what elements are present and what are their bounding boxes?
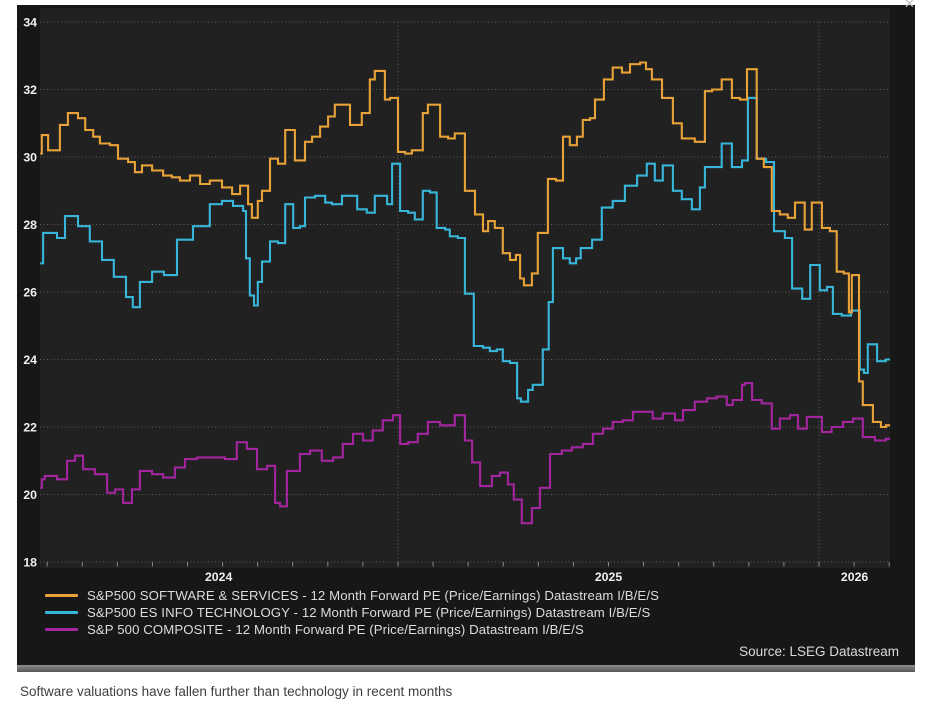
legend-swatch-composite xyxy=(45,628,78,631)
close-icon[interactable]: ✕ xyxy=(904,0,915,11)
y-tick-label: 26 xyxy=(23,285,37,299)
legend-item: S&P 500 COMPOSITE - 12 Month Forward PE … xyxy=(45,621,659,638)
legend-label: S&P500 ES INFO TECHNOLOGY - 12 Month For… xyxy=(87,605,651,620)
y-tick-label: 22 xyxy=(23,420,37,434)
x-tick-label: 2026 xyxy=(841,570,869,584)
legend-label: S&P500 SOFTWARE & SERVICES - 12 Month Fo… xyxy=(87,588,659,603)
legend-swatch-info-technology xyxy=(45,611,78,614)
x-tick-label: 2025 xyxy=(595,570,623,584)
legend-item: S&P500 SOFTWARE & SERVICES - 12 Month Fo… xyxy=(45,587,659,604)
y-tick-label: 34 xyxy=(23,15,37,29)
x-tick-label: 2024 xyxy=(205,570,233,584)
legend-label: S&P 500 COMPOSITE - 12 Month Forward PE … xyxy=(87,622,584,637)
y-tick-label: 20 xyxy=(23,488,37,502)
chart-container: 18 20 22 24 26 28 30 32 34 2024 2025 2026 S&P500 SO… xyxy=(17,5,915,672)
source-label: Source: LSEG Datastream xyxy=(739,644,899,659)
legend-item: S&P500 ES INFO TECHNOLOGY - 12 Month For… xyxy=(45,604,659,621)
y-tick-label: 18 xyxy=(23,555,37,569)
series-line-software xyxy=(40,61,891,429)
chart-caption: Software valuations have fallen further … xyxy=(20,684,453,699)
y-tick-label: 32 xyxy=(23,83,37,97)
series-line-composite xyxy=(40,382,891,525)
chart-legend: S&P500 SOFTWARE & SERVICES - 12 Month Fo… xyxy=(45,587,659,638)
y-tick-label: 30 xyxy=(23,150,37,164)
y-tick-label: 28 xyxy=(23,218,37,232)
legend-swatch-software xyxy=(45,594,78,597)
chart-bottom-bar xyxy=(17,665,915,672)
y-tick-label: 24 xyxy=(23,353,37,367)
plot-area: 18 20 22 24 26 28 30 32 34 2024 2025 2026 xyxy=(23,8,891,584)
